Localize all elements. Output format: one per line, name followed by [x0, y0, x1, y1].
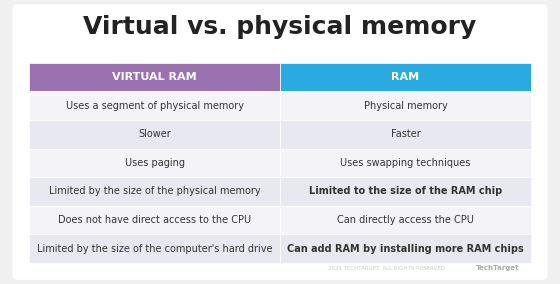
Bar: [280, 206, 531, 234]
Text: Can directly access the CPU: Can directly access the CPU: [337, 215, 474, 225]
Text: Slower: Slower: [138, 129, 171, 139]
Text: TechTarget: TechTarget: [476, 265, 520, 272]
Bar: [29, 120, 280, 149]
Text: Uses swapping techniques: Uses swapping techniques: [340, 158, 470, 168]
Text: VIRTUAL RAM: VIRTUAL RAM: [113, 72, 197, 82]
Text: RAM: RAM: [391, 72, 419, 82]
Text: Limited to the size of the RAM chip: Limited to the size of the RAM chip: [309, 187, 502, 197]
Bar: [29, 91, 280, 120]
Text: Uses a segment of physical memory: Uses a segment of physical memory: [66, 101, 244, 111]
Text: Uses paging: Uses paging: [125, 158, 185, 168]
Text: Limited by the size of the computer's hard drive: Limited by the size of the computer's ha…: [37, 244, 272, 254]
Text: Virtual vs. physical memory: Virtual vs. physical memory: [83, 15, 477, 39]
Bar: [29, 206, 280, 234]
Text: 2021 TECHTARGET. ALL RIGHTS RESERVED.: 2021 TECHTARGET. ALL RIGHTS RESERVED.: [328, 266, 447, 272]
Bar: [280, 91, 531, 120]
Bar: [280, 177, 531, 206]
Text: Limited by the size of the physical memory: Limited by the size of the physical memo…: [49, 187, 260, 197]
Text: Does not have direct access to the CPU: Does not have direct access to the CPU: [58, 215, 251, 225]
Bar: [280, 234, 531, 263]
Text: Can add RAM by installing more RAM chips: Can add RAM by installing more RAM chips: [287, 244, 524, 254]
Bar: [280, 149, 531, 177]
Bar: [29, 63, 280, 91]
FancyBboxPatch shape: [12, 4, 548, 280]
Bar: [280, 63, 531, 91]
Bar: [29, 149, 280, 177]
Bar: [280, 120, 531, 149]
Text: Physical memory: Physical memory: [363, 101, 447, 111]
Text: Faster: Faster: [390, 129, 420, 139]
Bar: [29, 177, 280, 206]
Bar: [29, 234, 280, 263]
